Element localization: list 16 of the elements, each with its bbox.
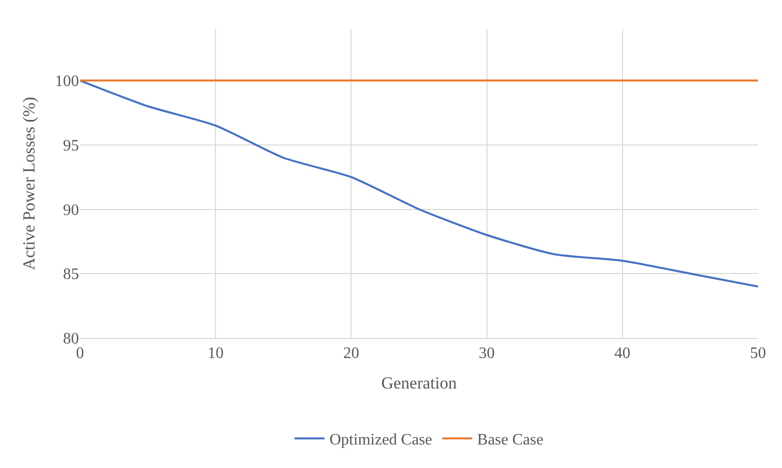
legend-label: Optimized Case: [330, 432, 432, 449]
y-axis-title: Active Power Losses (%): [20, 96, 39, 270]
y-tick-label: 90: [63, 202, 79, 219]
y-tick-label: 85: [63, 266, 79, 284]
x-tick-label: 50: [750, 345, 766, 362]
x-tick-label: 40: [614, 345, 630, 362]
y-tick-label: 95: [63, 137, 79, 154]
x-axis-title: Generation: [381, 374, 458, 393]
x-tick-label: 0: [76, 345, 84, 362]
legend-label: Base Case: [477, 432, 544, 449]
x-tick-label: 30: [478, 345, 495, 362]
x-tick-label: 20: [343, 345, 360, 362]
x-tick-label: 10: [208, 345, 224, 362]
y-tick-label: 100: [55, 73, 79, 90]
line-series: [80, 80, 758, 288]
y-tick-label: 80: [63, 330, 79, 348]
